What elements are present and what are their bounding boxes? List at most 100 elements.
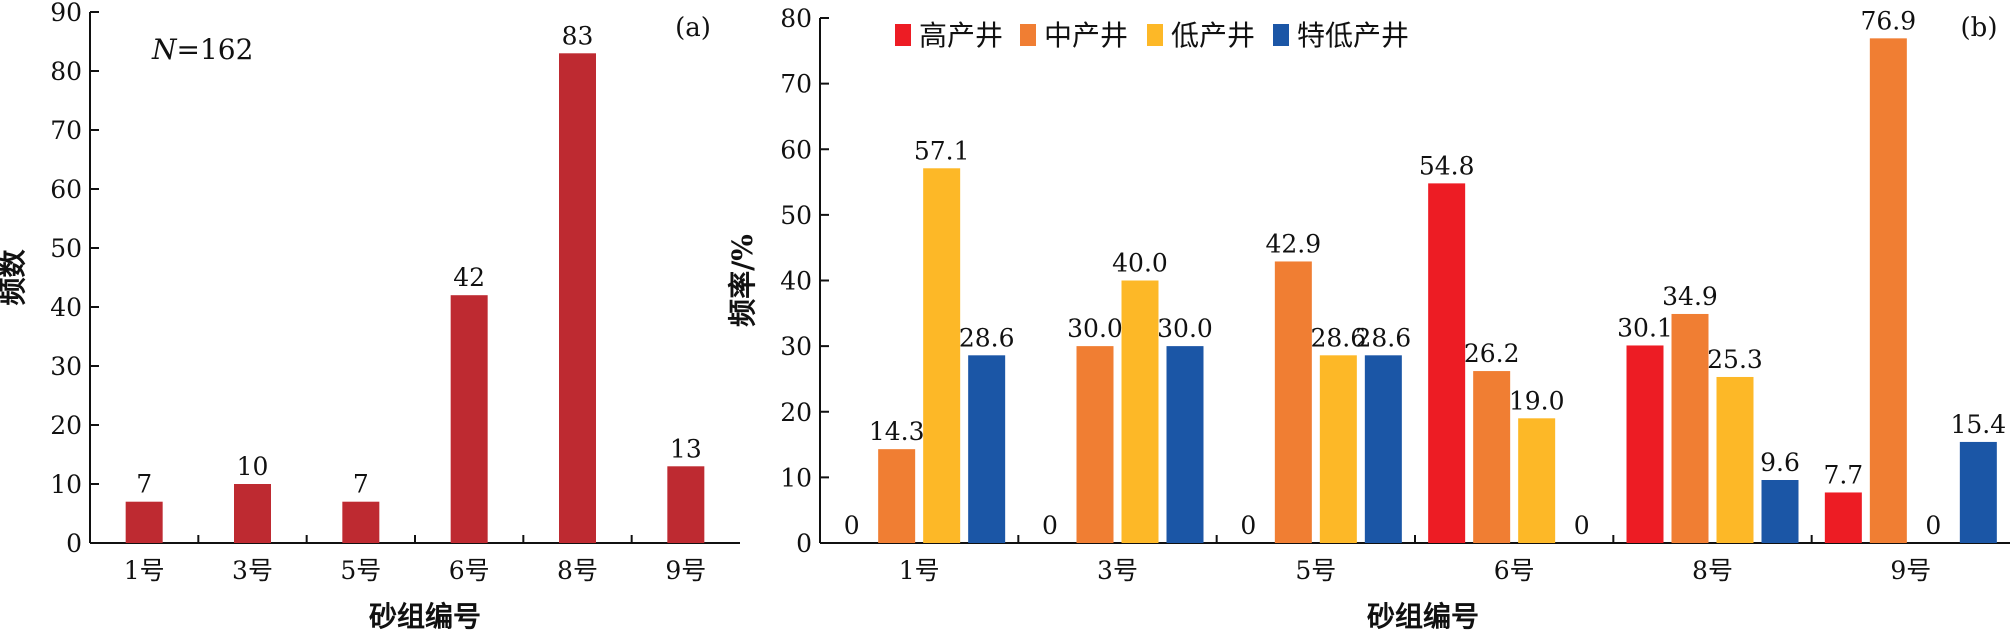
bar: [878, 449, 916, 543]
bar: [342, 501, 380, 543]
data-label: 57.1: [914, 136, 970, 165]
annotation-rest-part: =162: [177, 33, 254, 66]
y-tick-label: 60: [780, 135, 812, 164]
data-label: 10: [237, 452, 269, 481]
data-label: 30.1: [1617, 313, 1673, 342]
y-tick-label: 70: [780, 70, 812, 99]
legend-swatch: [1147, 24, 1163, 46]
data-label: 28.6: [1310, 323, 1366, 352]
data-label: 54.8: [1419, 151, 1475, 180]
data-label: 42.9: [1265, 229, 1321, 258]
bar: [1824, 492, 1862, 543]
bar: [1166, 346, 1204, 543]
y-tick-label: 80: [780, 4, 812, 33]
data-label: 30.0: [1157, 314, 1213, 343]
x-tick-label: 5号: [1295, 556, 1336, 585]
bar: [1319, 355, 1357, 543]
bar: [1076, 346, 1114, 543]
data-label: 7: [353, 470, 369, 499]
x-tick-label: 6号: [1494, 556, 1535, 585]
y-axis-title: 频数: [0, 249, 29, 306]
data-label: 28.6: [1355, 323, 1411, 352]
y-tick-label: 10: [50, 470, 82, 499]
bar: [1274, 261, 1312, 543]
x-tick-label: 1号: [124, 556, 165, 585]
panel-b-rate-chart: 0 10 20 30 40 50 60 70 80 0 14.3 57.1 28.6 1号 0 30.0 40.…: [726, 4, 2010, 632]
bar: [667, 466, 705, 543]
y-tick-label: 0: [66, 529, 82, 558]
panel-label: (a): [675, 13, 711, 43]
x-tick-label: 3号: [1097, 556, 1138, 585]
x-axis-title: 砂组编号: [369, 600, 481, 632]
x-tick-label: 9号: [1890, 556, 1931, 585]
bar: [1121, 280, 1159, 543]
y-tick-label: 60: [50, 175, 82, 204]
bar: [1428, 183, 1466, 543]
data-label: 76.9: [1860, 6, 1916, 35]
y-tick-label: 40: [50, 293, 82, 322]
legend-label: 高产井: [919, 19, 1003, 52]
data-label: 30.0: [1067, 314, 1123, 343]
y-tick-label: 30: [50, 352, 82, 381]
bar: [1869, 38, 1907, 543]
sample-size-annotation: N=162: [151, 33, 253, 66]
x-tick-label: 3号: [232, 556, 273, 585]
x-tick-label: 8号: [1692, 556, 1733, 585]
panel-a-frequency-chart: 0 10 20 30 40 50 60 70 80 90 7 1号 10 3号 7 5号 42 6号 83 8号 13 9…: [0, 0, 740, 632]
bar: [559, 53, 596, 544]
y-tick-label: 20: [780, 398, 812, 427]
data-label: 9.6: [1760, 448, 1800, 477]
data-label: 26.2: [1464, 339, 1520, 368]
y-tick-label: 50: [780, 201, 812, 230]
data-label: 15.4: [1950, 410, 2006, 439]
data-label: 0: [1925, 511, 1941, 540]
data-label: 34.9: [1662, 282, 1718, 311]
legend-swatch: [1020, 24, 1036, 46]
bar: [1626, 345, 1664, 543]
bar: [1518, 418, 1556, 543]
bar: [1959, 441, 1997, 543]
bar: [1473, 371, 1511, 543]
bar: [968, 355, 1006, 543]
x-tick-label: 9号: [665, 556, 706, 585]
legend-label: 特低产井: [1297, 19, 1409, 52]
data-label: 40.0: [1112, 249, 1168, 278]
data-label: 13: [670, 434, 702, 463]
annotation-italic-part: N: [151, 33, 178, 66]
y-tick-label: 90: [50, 0, 82, 27]
data-label: 7.7: [1823, 460, 1863, 489]
y-tick-label: 80: [50, 57, 82, 86]
legend-swatch: [1273, 24, 1289, 46]
x-tick-label: 1号: [899, 556, 940, 585]
x-axis-title: 砂组编号: [1367, 600, 1479, 632]
y-axis-title: 频率/%: [726, 234, 759, 327]
bar: [1671, 313, 1709, 543]
data-label: 83: [562, 21, 594, 50]
data-label: 42: [453, 263, 485, 292]
bar: [923, 168, 961, 543]
y-tick-label: 50: [50, 234, 82, 263]
data-label: 7: [136, 470, 152, 499]
bar: [1716, 376, 1754, 543]
bar: [1364, 355, 1402, 543]
data-label: 19.0: [1509, 386, 1565, 415]
data-label: 0: [1574, 511, 1590, 540]
y-tick-label: 20: [50, 411, 82, 440]
legend-label: 中产井: [1044, 19, 1128, 52]
data-label: 0: [844, 511, 860, 540]
y-tick-label: 70: [50, 116, 82, 145]
y-tick-label: 0: [796, 529, 812, 558]
x-tick-label: 5号: [340, 556, 381, 585]
data-label: 14.3: [869, 417, 925, 446]
bar: [234, 484, 271, 543]
bar: [1761, 480, 1799, 543]
legend: 高产井 中产井 低产井 特低产井: [895, 19, 1409, 52]
y-tick-label: 40: [780, 267, 812, 296]
data-label: 0: [1240, 511, 1256, 540]
bar: [450, 295, 488, 543]
x-tick-label: 8号: [557, 556, 598, 585]
bar: [125, 501, 163, 543]
legend-label: 低产井: [1171, 19, 1255, 52]
data-label: 28.6: [959, 323, 1015, 352]
